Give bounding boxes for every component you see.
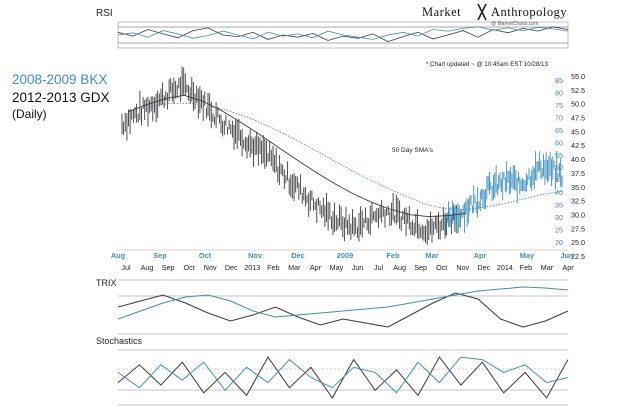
price-bottom-x-label: Aug <box>141 263 154 272</box>
price-bottom-x-label: Nov <box>204 263 217 272</box>
price-top-x-label: Sep <box>153 251 167 260</box>
price-bottom-x-label: Jun <box>352 263 364 272</box>
price-bottom-x-label: Feb <box>520 263 532 272</box>
rsi-panel-series-1 <box>117 26 569 40</box>
title-line-2: 2012-2013 GDX <box>12 90 110 105</box>
price-right-tick-label: 30.0 <box>571 210 585 219</box>
price-right-tick-label: 35.0 <box>571 183 585 192</box>
trix-title: TRIX <box>96 278 117 288</box>
price-left-tick-label: 35 <box>555 201 563 210</box>
price-bottom-x-label: Oct <box>436 263 447 272</box>
price-sma-series-2 <box>127 94 467 218</box>
price-left-tick-label: 85 <box>555 76 563 85</box>
price-left-tick-label: 40 <box>555 188 563 197</box>
price-right-tick-label: 42.5 <box>571 141 585 150</box>
price-top-x-label: Dec <box>291 251 305 260</box>
price-sma-series-3 <box>149 102 563 210</box>
sma-annotation: 50 Day SMA's <box>392 147 434 154</box>
price-left-tick-label: 70 <box>555 113 563 122</box>
brand-logo-icon <box>477 3 487 21</box>
price-top-x-label: Aug <box>111 251 126 260</box>
price-left-tick-label: 60 <box>555 138 563 147</box>
price-bottom-x-label: Feb <box>267 263 279 272</box>
trix-panel-series-1 <box>117 286 569 320</box>
price-bottom-x-label: Oct <box>184 263 195 272</box>
price-right-tick-label: 47.5 <box>571 114 585 123</box>
price-right-tick-label: 52.5 <box>571 86 585 95</box>
price-left-tick-label: 30 <box>555 213 563 222</box>
price-left-tick-label: 75 <box>555 101 563 110</box>
price-right-tick-label: 22.5 <box>571 252 585 261</box>
price-right-tick-label: 55.0 <box>571 72 585 81</box>
price-right-tick-label: 45.0 <box>571 127 585 136</box>
stochastics-panel-series-0 <box>117 356 569 399</box>
price-top-x-label: Nov <box>248 251 263 260</box>
price-bottom-x-label: Jul <box>374 263 384 272</box>
price-left-tick-label: 45 <box>555 176 563 185</box>
rsi-title: RSI <box>96 8 113 19</box>
price-bottom-x-label: 2014 <box>497 263 513 272</box>
price-top-x-label: Oct <box>199 251 212 260</box>
price-bottom-x-label: Dec <box>225 263 238 272</box>
price-right-tick-label: 37.5 <box>571 169 585 178</box>
price-bottom-x-label: Sep <box>414 263 427 272</box>
price-right-tick-label: 50.0 <box>571 100 585 109</box>
price-left-tick-label: 25 <box>555 226 563 235</box>
price-left-tick-label: 20 <box>555 238 563 247</box>
price-top-x-label: May <box>520 251 535 260</box>
price-bottom-x-label: 2013 <box>244 263 260 272</box>
price-bottom-x-label: Nov <box>456 263 469 272</box>
brand-name-left: Market <box>422 5 461 19</box>
price-top-x-label: Apr <box>474 251 487 260</box>
price-bottom-x-label: Apr <box>310 263 322 272</box>
trix-panel-series-0 <box>117 292 569 328</box>
title-line-1: 2008-2009 BKX <box>12 72 107 87</box>
brand-name-right: Anthropology <box>491 5 567 19</box>
price-bottom-x-label: Mar <box>288 263 301 272</box>
price-bottom-x-label: Apr <box>562 263 574 272</box>
rsi-panel-series-0 <box>117 26 569 43</box>
price-top-x-label: 2009 <box>337 251 353 260</box>
price-bottom-x-label: Dec <box>477 263 490 272</box>
price-left-tick-label: 80 <box>555 88 563 97</box>
stochastics-panel-series-1 <box>117 356 569 394</box>
price-right-tick-label: 25.0 <box>571 238 585 247</box>
price-right-tick-label: 32.5 <box>571 197 585 206</box>
price-top-x-label: Mar <box>425 251 438 260</box>
price-bottom-x-label: May <box>330 263 344 272</box>
price-left-tick-label: 55 <box>555 151 563 160</box>
brand-site: @ MarketCharts.com <box>491 21 538 27</box>
price-left-tick-label: 50 <box>555 163 563 172</box>
price-bottom-x-label: Aug <box>393 263 406 272</box>
price-right-tick-label: 27.5 <box>571 224 585 233</box>
stochastics-title: Stochastics <box>96 336 143 346</box>
price-bottom-x-label: Jul <box>121 263 131 272</box>
price-top-x-label: Jun <box>560 251 574 260</box>
price-right-tick-label: 40.0 <box>571 155 585 164</box>
price-top-x-label: Feb <box>386 251 400 260</box>
update-note: * Chart updated ~ @ 10:45am EST 10/28/13 <box>426 61 548 68</box>
price-bottom-x-label: Sep <box>162 263 175 272</box>
price-left-tick-label: 65 <box>555 126 563 135</box>
title-line-3: (Daily) <box>12 107 47 121</box>
price-bottom-x-label: Mar <box>541 263 554 272</box>
